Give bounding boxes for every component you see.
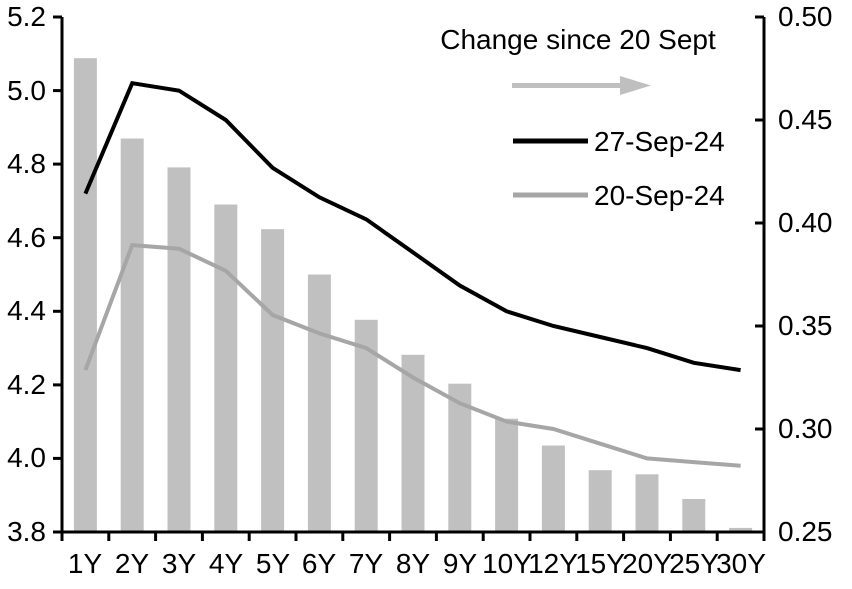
- legend-entry-20-sep: 20-Sep-24: [594, 180, 725, 211]
- x-axis-tick-label: 1Y: [67, 548, 103, 579]
- bar-20Y: [635, 474, 659, 532]
- x-axis-tick-label: 20Y: [622, 548, 672, 579]
- bar-25Y: [682, 499, 706, 532]
- x-axis-tick-label: 12Y: [528, 548, 578, 579]
- left-axis-tick-label: 4.4: [7, 295, 46, 326]
- bar-9Y: [448, 383, 472, 532]
- bar-1Y: [73, 58, 97, 532]
- bar-6Y: [307, 274, 331, 532]
- legend-title: Change since 20 Sept: [440, 24, 716, 55]
- x-axis-tick-label: 7Y: [348, 548, 384, 579]
- right-axis-tick-label: 0.40: [778, 207, 833, 238]
- left-axis-tick-label: 5.2: [7, 1, 46, 32]
- x-axis-tick-label: 5Y: [255, 548, 291, 579]
- line-27-Sep-24: [83, 80, 741, 373]
- right-axis-tick-label: 0.50: [778, 1, 833, 32]
- line-20-Sep-24: [83, 242, 741, 468]
- left-axis-tick-label: 5.0: [7, 75, 46, 106]
- bar-15Y: [588, 470, 612, 532]
- bar-2Y: [120, 138, 144, 532]
- bar-10Y: [495, 418, 519, 532]
- bar-5Y: [261, 229, 285, 532]
- x-axis-tick-label: 15Y: [575, 548, 625, 579]
- x-axis-tick-label: 10Y: [482, 548, 532, 579]
- x-axis-tick-label: 8Y: [395, 548, 431, 579]
- right-axis-tick-label: 0.30: [778, 413, 833, 444]
- bar-30Y: [729, 527, 753, 532]
- right-arrow-icon: [512, 76, 651, 95]
- x-axis-tick-label: 2Y: [114, 548, 150, 579]
- left-axis-tick-label: 4.2: [7, 369, 46, 400]
- left-axis-tick-label: 4.8: [7, 148, 46, 179]
- x-axis-tick-label: 30Y: [716, 548, 766, 579]
- bar-8Y: [401, 354, 425, 532]
- x-axis-tick-label: 3Y: [161, 548, 197, 579]
- bar-3Y: [167, 167, 191, 532]
- bar-4Y: [214, 204, 238, 532]
- left-axis-tick-label: 4.0: [7, 442, 46, 473]
- right-axis-tick-label: 0.25: [778, 516, 833, 547]
- right-axis-tick-label: 0.35: [778, 310, 833, 341]
- bar-7Y: [354, 319, 378, 532]
- x-axis-tick-label: 25Y: [669, 548, 719, 579]
- x-axis-tick-label: 6Y: [301, 548, 337, 579]
- left-axis-tick-label: 4.6: [7, 222, 46, 253]
- x-axis-tick-label: 9Y: [442, 548, 478, 579]
- legend-entry-27-sep: 27-Sep-24: [594, 126, 725, 157]
- right-axis-tick-label: 0.45: [778, 104, 833, 135]
- bar-12Y: [541, 445, 565, 532]
- x-axis-tick-label: 4Y: [208, 548, 244, 579]
- left-axis-tick-label: 3.8: [7, 516, 46, 547]
